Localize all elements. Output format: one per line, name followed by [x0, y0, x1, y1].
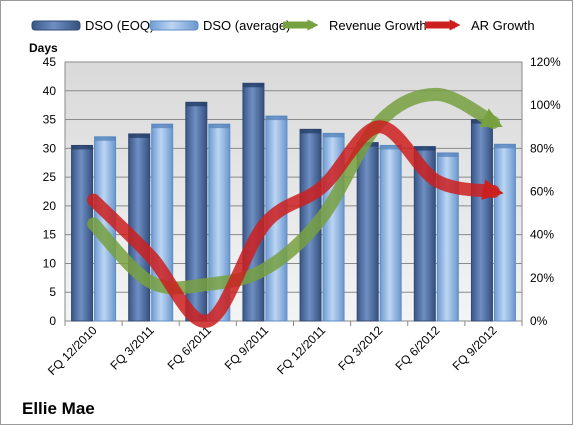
bar — [71, 144, 94, 322]
y-tick-label: 40 — [43, 84, 57, 98]
series-line — [87, 120, 504, 328]
bar — [242, 82, 265, 322]
bar — [356, 142, 379, 322]
bar-cap — [242, 83, 264, 88]
y2-tick-label: 40% — [530, 228, 554, 242]
x-tick-label: FQ 9/2012 — [450, 323, 500, 373]
bar — [493, 143, 516, 322]
company-name: Ellie Mae — [22, 399, 95, 418]
bar-cap — [265, 116, 287, 121]
x-tick-label: FQ 3/2011 — [107, 323, 157, 373]
bar-cap — [437, 152, 459, 157]
y-tick-label: 10 — [43, 256, 57, 270]
bar-cap — [494, 144, 516, 149]
bar-cap — [94, 136, 116, 141]
x-tick-label: FQ 6/2011 — [165, 323, 215, 373]
y2-tick-label: 60% — [530, 185, 554, 199]
y2-tick-label: 20% — [530, 271, 554, 285]
y-tick-label: 20 — [43, 199, 57, 213]
bar-cap — [185, 102, 207, 107]
bar-cap — [380, 145, 402, 150]
y2-tick-label: 100% — [530, 98, 561, 112]
y-axis-title: Days — [29, 41, 58, 55]
x-tick-label: FQ 6/2012 — [392, 323, 442, 373]
bar-cap — [151, 124, 173, 129]
y-tick-label: 30 — [43, 141, 57, 155]
x-tick-label: FQ 3/2012 — [335, 323, 385, 373]
y-tick-label: 5 — [49, 285, 56, 299]
bar-cap — [300, 129, 322, 134]
y-tick-label: 15 — [43, 228, 57, 242]
legend-label: Revenue Growth — [329, 18, 427, 33]
legend-swatch — [31, 20, 81, 31]
legend-label: DSO (EOQ) — [85, 18, 154, 33]
bar-cap — [71, 145, 93, 150]
y-tick-label: 35 — [43, 113, 57, 127]
bar-cap — [323, 133, 345, 138]
legend-label: AR Growth — [471, 18, 535, 33]
bar — [128, 133, 151, 322]
legend-label: DSO (average) — [203, 18, 290, 33]
y-tick-label: 45 — [43, 55, 57, 69]
x-tick-label: FQ 12/2011 — [274, 323, 328, 377]
bar-cap — [414, 146, 436, 151]
bar-cap — [208, 124, 230, 129]
bar — [470, 119, 493, 322]
bar-cap — [128, 133, 150, 138]
y2-tick-label: 80% — [530, 141, 554, 155]
x-tick-label: FQ 12/2010 — [45, 323, 100, 378]
y-tick-label: 25 — [43, 170, 57, 184]
bar — [379, 144, 402, 322]
y2-tick-label: 120% — [530, 55, 561, 69]
series-line — [87, 87, 503, 295]
y2-tick-label: 0% — [530, 314, 548, 328]
y-tick-label: 0 — [49, 314, 56, 328]
x-tick-label: FQ 9/2011 — [222, 323, 272, 373]
legend-swatch — [149, 20, 199, 31]
